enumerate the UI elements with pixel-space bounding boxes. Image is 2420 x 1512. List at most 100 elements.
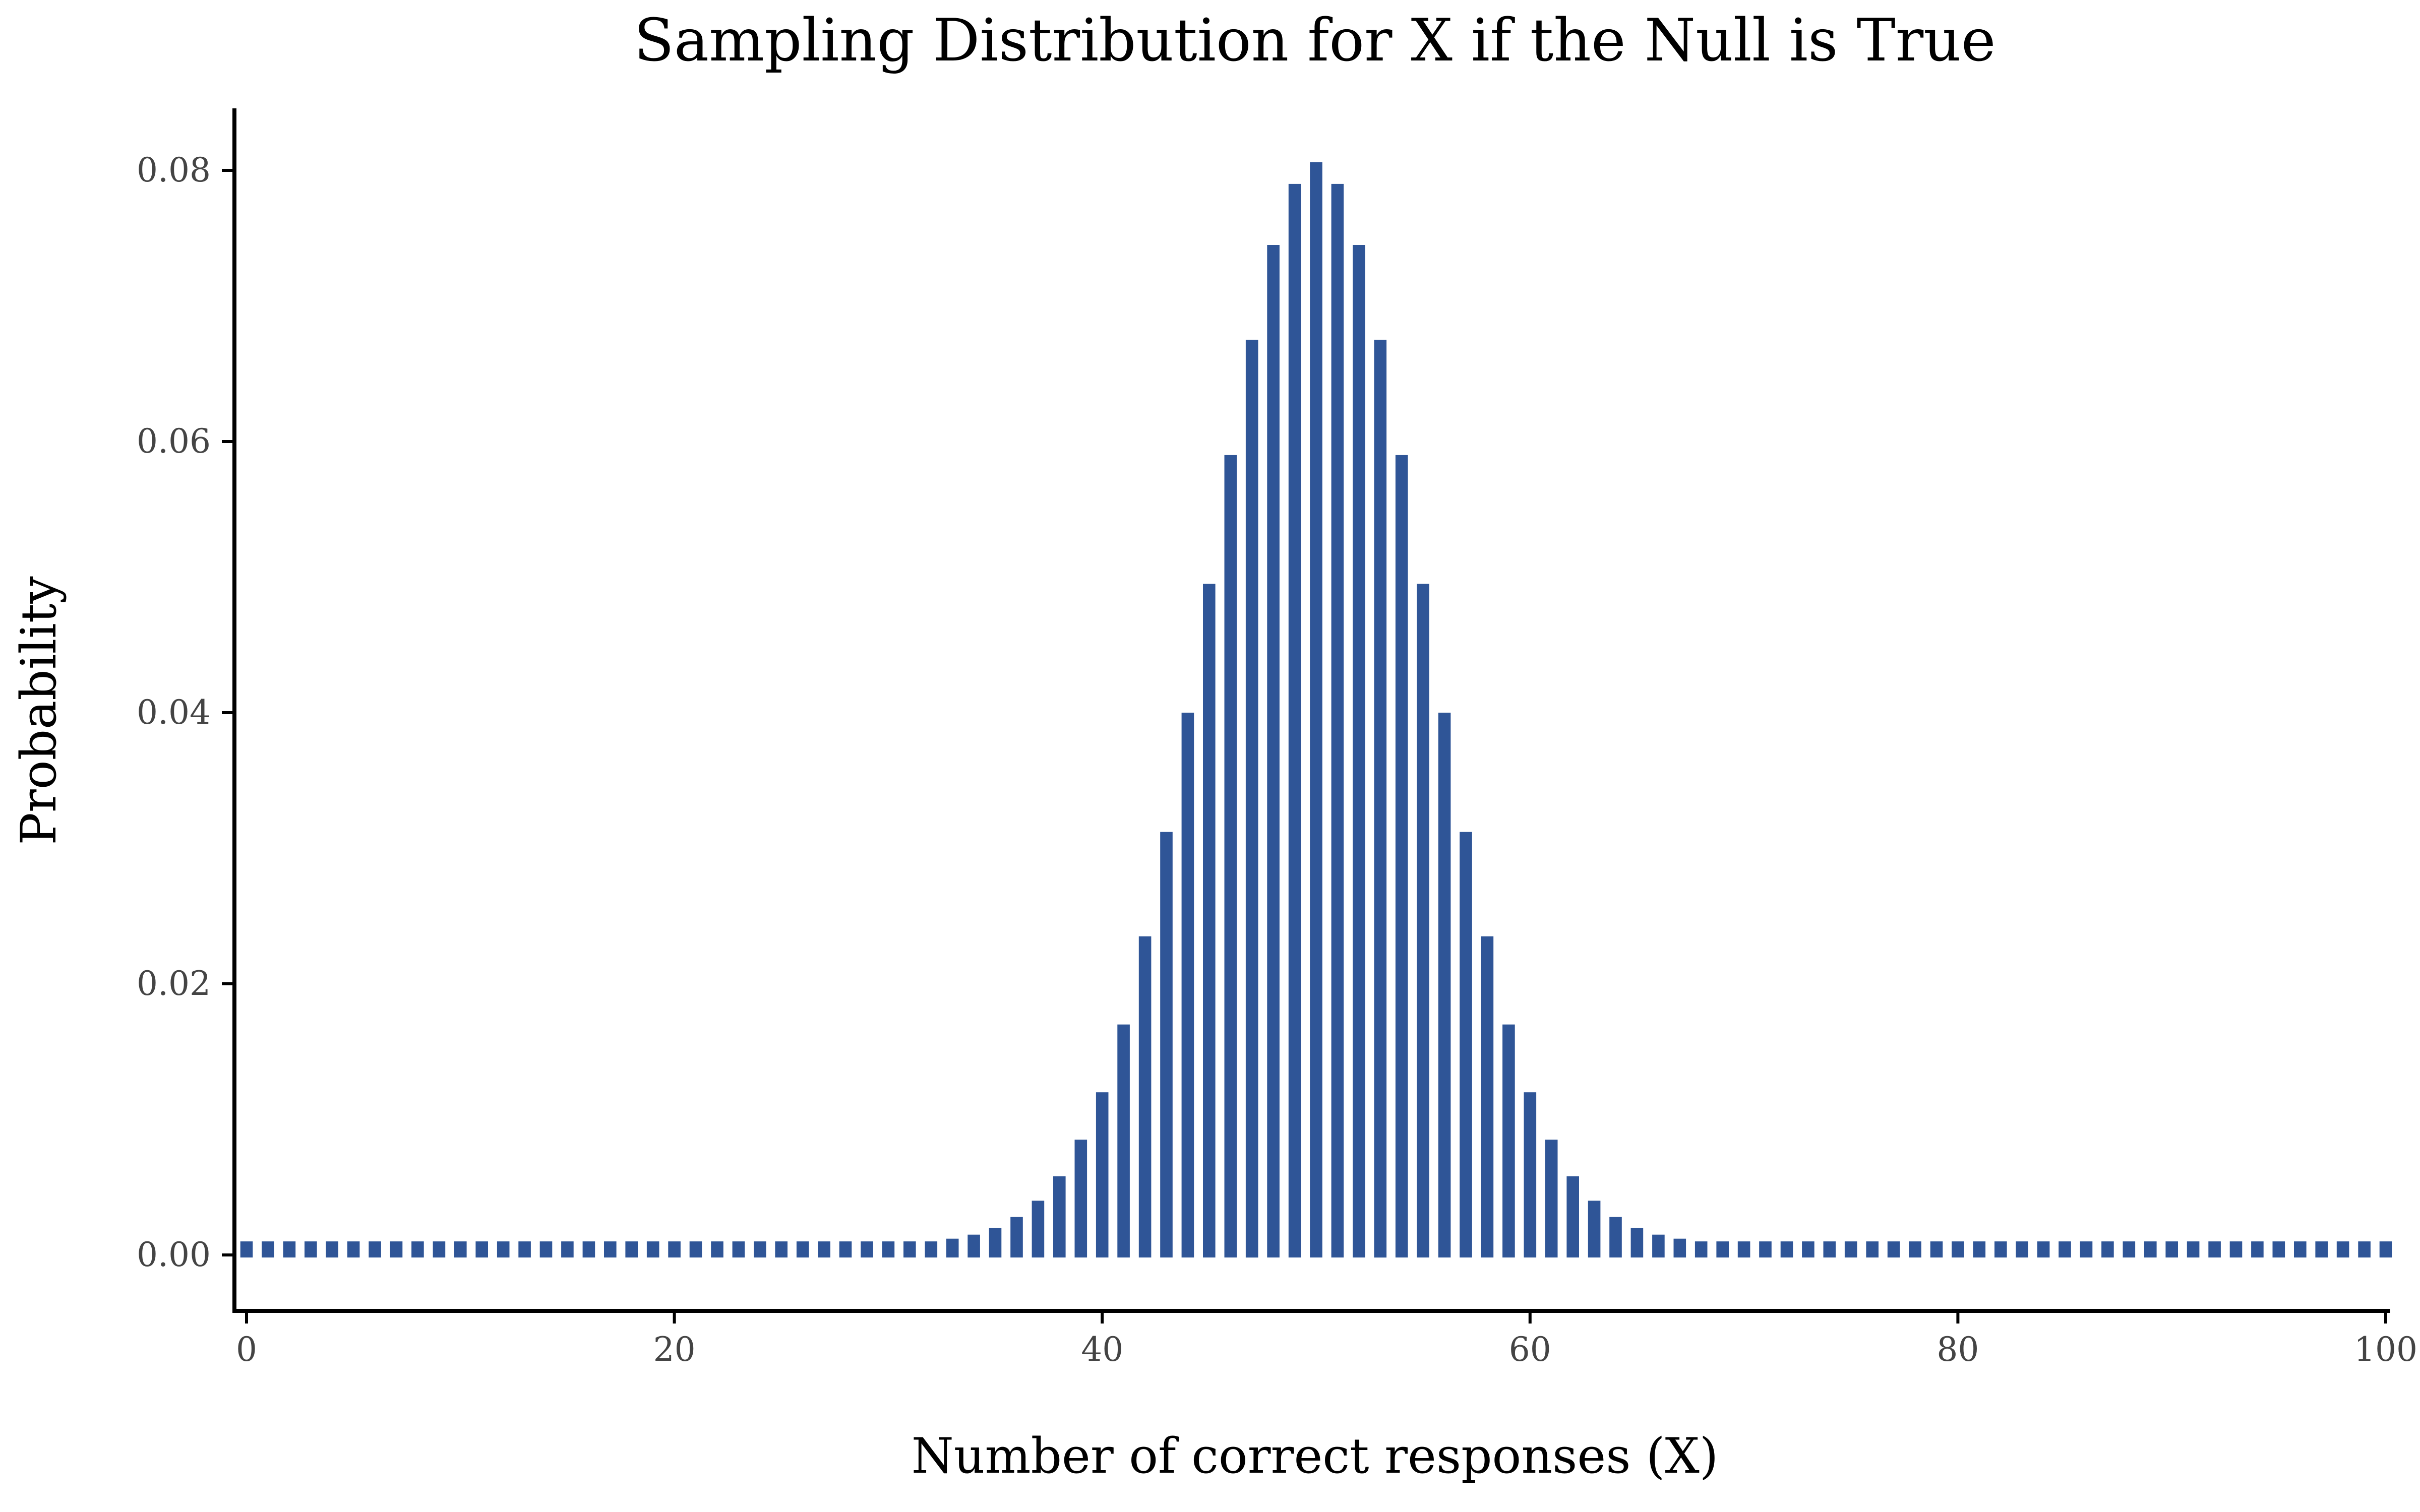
bar-x-19 bbox=[646, 1241, 659, 1257]
bar-x-16 bbox=[582, 1241, 595, 1257]
bar-x-44 bbox=[1181, 713, 1194, 1257]
bar-x-74 bbox=[1823, 1241, 1836, 1257]
bar-x-48 bbox=[1267, 245, 1280, 1257]
bar-x-59 bbox=[1502, 1024, 1515, 1257]
bar-x-53 bbox=[1374, 340, 1387, 1258]
bar-x-49 bbox=[1288, 183, 1301, 1258]
bar-x-57 bbox=[1460, 832, 1472, 1257]
x-ticks-group: 0 20 40 60 80 100 bbox=[236, 1311, 2417, 1369]
bar-x-17 bbox=[604, 1241, 617, 1257]
bar-x-98 bbox=[2336, 1241, 2349, 1257]
bar-x-75 bbox=[1844, 1241, 1857, 1257]
x-tick-label: 60 bbox=[1509, 1330, 1551, 1369]
bar-x-45 bbox=[1203, 584, 1216, 1257]
bar-x-71 bbox=[1759, 1241, 1772, 1257]
bar-x-42 bbox=[1138, 936, 1152, 1257]
bar-x-5 bbox=[347, 1241, 360, 1257]
x-tick-label: 40 bbox=[1081, 1330, 1123, 1369]
bar-x-100 bbox=[2379, 1241, 2392, 1257]
bar-x-6 bbox=[369, 1241, 381, 1257]
bar-x-10 bbox=[454, 1241, 467, 1257]
bar-x-91 bbox=[2187, 1241, 2200, 1257]
bar-x-52 bbox=[1353, 245, 1365, 1257]
bar-x-96 bbox=[2294, 1241, 2307, 1257]
bar-x-33 bbox=[946, 1238, 959, 1257]
bar-x-67 bbox=[1673, 1238, 1686, 1257]
bar-x-94 bbox=[2251, 1241, 2264, 1257]
bar-x-99 bbox=[2358, 1241, 2371, 1257]
bar-x-50 bbox=[1310, 162, 1322, 1258]
bar-x-8 bbox=[411, 1241, 424, 1257]
bar-x-15 bbox=[561, 1241, 574, 1257]
bar-x-40 bbox=[1096, 1092, 1109, 1257]
bar-x-9 bbox=[433, 1241, 446, 1257]
bar-x-77 bbox=[1887, 1241, 1900, 1257]
bar-x-93 bbox=[2229, 1241, 2243, 1257]
bar-x-0 bbox=[240, 1241, 253, 1257]
bar-x-46 bbox=[1224, 455, 1237, 1257]
bar-x-47 bbox=[1245, 340, 1258, 1258]
bar-x-20 bbox=[668, 1241, 681, 1257]
bar-x-1 bbox=[262, 1241, 274, 1257]
bar-x-80 bbox=[1952, 1241, 1964, 1257]
bar-x-28 bbox=[839, 1241, 852, 1257]
bar-x-66 bbox=[1652, 1234, 1665, 1257]
bar-x-31 bbox=[903, 1241, 916, 1257]
bar-x-65 bbox=[1630, 1228, 1644, 1257]
y-axis-title: Probability bbox=[11, 576, 67, 845]
bar-x-58 bbox=[1481, 936, 1494, 1257]
bar-x-34 bbox=[967, 1234, 980, 1257]
bar-x-38 bbox=[1053, 1176, 1066, 1257]
bar-x-78 bbox=[1909, 1241, 1921, 1257]
bar-x-21 bbox=[689, 1241, 702, 1257]
bar-x-4 bbox=[326, 1241, 338, 1257]
y-ticks-group: 0.00 0.02 0.04 0.06 0.08 bbox=[137, 151, 234, 1274]
bar-x-95 bbox=[2272, 1241, 2285, 1257]
bar-x-82 bbox=[1994, 1241, 2007, 1257]
bar-x-2 bbox=[283, 1241, 296, 1257]
y-tick-label: 0.06 bbox=[137, 422, 211, 461]
bar-x-12 bbox=[497, 1241, 510, 1257]
x-tick-label: 20 bbox=[653, 1330, 696, 1369]
bar-x-41 bbox=[1117, 1024, 1130, 1257]
bar-x-11 bbox=[475, 1241, 488, 1257]
bar-x-84 bbox=[2037, 1241, 2050, 1257]
bar-x-23 bbox=[732, 1241, 745, 1257]
bar-x-39 bbox=[1074, 1140, 1087, 1257]
bar-x-68 bbox=[1695, 1241, 1708, 1257]
bars-group bbox=[240, 162, 2392, 1258]
bar-x-63 bbox=[1588, 1201, 1601, 1257]
bar-x-13 bbox=[518, 1241, 531, 1257]
x-tick-label: 0 bbox=[236, 1330, 257, 1369]
bar-x-43 bbox=[1160, 832, 1173, 1257]
bar-x-79 bbox=[1930, 1241, 1943, 1257]
x-tick-label: 100 bbox=[2354, 1330, 2417, 1369]
bar-x-64 bbox=[1609, 1217, 1622, 1257]
bar-x-83 bbox=[2016, 1241, 2028, 1257]
bar-x-7 bbox=[390, 1241, 403, 1257]
bar-x-70 bbox=[1737, 1241, 1750, 1257]
bar-x-69 bbox=[1716, 1241, 1729, 1257]
bar-x-3 bbox=[305, 1241, 317, 1257]
bar-x-37 bbox=[1032, 1201, 1045, 1257]
bar-x-51 bbox=[1331, 183, 1344, 1258]
bar-x-92 bbox=[2208, 1241, 2221, 1257]
bar-x-22 bbox=[711, 1241, 723, 1257]
bar-x-55 bbox=[1417, 584, 1429, 1257]
bar-x-86 bbox=[2080, 1241, 2093, 1257]
bar-x-32 bbox=[925, 1241, 938, 1257]
bar-x-27 bbox=[818, 1241, 830, 1257]
bar-x-87 bbox=[2101, 1241, 2114, 1257]
bar-x-61 bbox=[1545, 1140, 1558, 1257]
y-tick-label: 0.02 bbox=[137, 964, 211, 1003]
bar-x-88 bbox=[2123, 1241, 2136, 1257]
bar-x-56 bbox=[1438, 713, 1451, 1257]
bar-x-90 bbox=[2165, 1241, 2178, 1257]
bar-x-36 bbox=[1010, 1217, 1023, 1257]
bar-x-85 bbox=[2059, 1241, 2071, 1257]
bar-x-14 bbox=[539, 1241, 553, 1257]
bar-x-18 bbox=[625, 1241, 638, 1257]
bar-x-54 bbox=[1395, 455, 1408, 1257]
